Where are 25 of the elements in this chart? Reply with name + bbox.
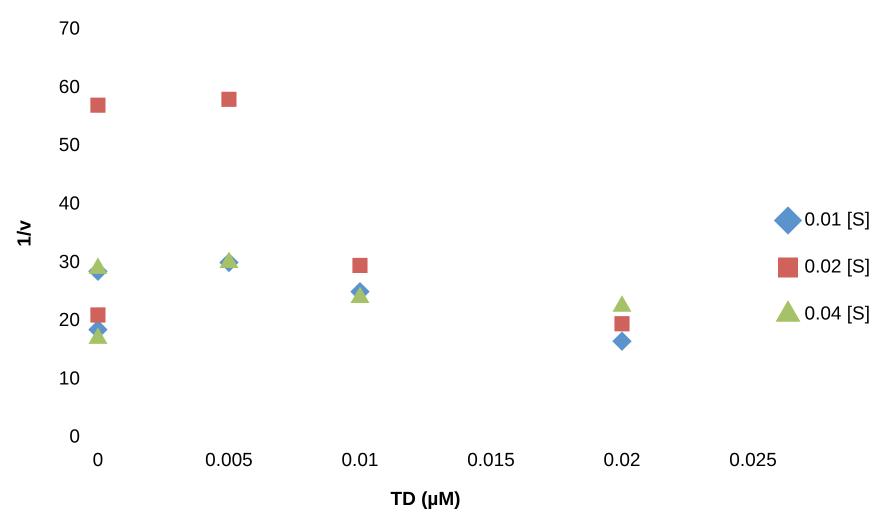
x-tick-label: 0.02 bbox=[604, 450, 640, 472]
legend-label: 0.04 [S] bbox=[804, 304, 870, 325]
legend-label: 0.01 [S] bbox=[804, 210, 870, 231]
x-axis-title: TD (µM) bbox=[390, 488, 460, 510]
point bbox=[612, 332, 632, 351]
y-tick-label: 0 bbox=[69, 426, 80, 448]
x-tick-label: 0.015 bbox=[467, 450, 515, 472]
point bbox=[221, 92, 237, 107]
y-tick-label: 40 bbox=[58, 193, 80, 214]
y-axis-title: 1/v bbox=[14, 220, 36, 247]
point bbox=[352, 258, 368, 274]
x-tick-label: 0.005 bbox=[205, 450, 253, 472]
x-tick-label: 0 bbox=[92, 450, 104, 472]
y-tick-label: 20 bbox=[58, 310, 80, 332]
y-tick-label: 70 bbox=[58, 18, 80, 40]
y-tick-label: 50 bbox=[58, 135, 80, 156]
x-tick-label: 0.01 bbox=[341, 450, 378, 472]
y-tick-label: 30 bbox=[58, 252, 80, 273]
legend-label: 0.02 [S] bbox=[804, 256, 870, 278]
point bbox=[614, 316, 630, 332]
x-tick-label: 0.025 bbox=[729, 450, 777, 472]
point bbox=[90, 98, 106, 113]
point bbox=[90, 307, 106, 323]
y-tick-label: 10 bbox=[58, 368, 80, 390]
y-tick-label: 60 bbox=[58, 76, 80, 98]
